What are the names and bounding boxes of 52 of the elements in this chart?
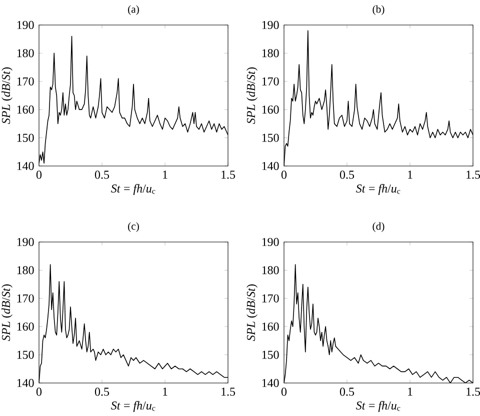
x-tick-label: 1 — [408, 388, 412, 396]
y-axis-title: SPL (dB/St) — [2, 284, 12, 341]
y-tick-label: 150 — [262, 350, 279, 359]
y-tick-label: 160 — [262, 106, 279, 114]
y-tick-label: 160 — [262, 322, 279, 331]
y-tick-label: 160 — [17, 106, 34, 114]
y-tick-label: 180 — [17, 49, 34, 58]
x-tick-label: 0.5 — [340, 388, 354, 396]
chart-title: (d) — [372, 222, 384, 232]
y-tick-label: 190 — [17, 20, 34, 30]
x-tick-label: 0 — [281, 388, 287, 396]
x-axis-title: St = fh/u$_{c}$ — [111, 184, 156, 195]
y-tick-label: 160 — [17, 322, 34, 331]
y-tick-label: 170 — [17, 294, 34, 302]
y-tick-label: 150 — [17, 134, 34, 142]
y-axis-title: SPL (dB/St) — [246, 284, 258, 341]
y-tick-label: 190 — [262, 20, 279, 30]
chart-title: (c) — [128, 222, 139, 232]
y-tick-label: 140 — [17, 378, 34, 388]
y-tick-label: 180 — [262, 266, 279, 274]
x-tick-label: 0.5 — [94, 388, 110, 396]
x-tick-label: 1 — [163, 388, 168, 396]
x-tick-label: 1.5 — [466, 170, 480, 179]
x-tick-label: 0 — [36, 388, 42, 396]
y-tick-label: 170 — [262, 294, 279, 302]
x-tick-label: 0 — [281, 170, 287, 179]
chart-title: (b) — [372, 5, 384, 15]
x-axis-title: St = fh/u$_{c}$ — [356, 184, 400, 195]
y-tick-label: 150 — [17, 350, 34, 359]
y-tick-label: 180 — [17, 266, 34, 274]
x-tick-label: 1.5 — [222, 388, 236, 396]
x-tick-label: 1 — [408, 170, 412, 179]
y-tick-label: 170 — [262, 77, 279, 86]
x-tick-label: 0 — [36, 170, 42, 179]
y-tick-label: 180 — [262, 49, 279, 58]
x-axis-title: St = fh/u$_{c}$ — [356, 400, 400, 412]
y-tick-label: 140 — [262, 162, 279, 170]
x-tick-label: 1.5 — [222, 170, 236, 179]
y-tick-label: 140 — [262, 378, 279, 388]
x-axis-title: St = fh/u$_{c}$ — [111, 400, 156, 412]
y-tick-label: 170 — [17, 77, 34, 86]
y-axis-title: SPL (dB/St) — [2, 67, 12, 124]
y-tick-label: 190 — [262, 238, 279, 246]
x-tick-label: 1 — [163, 170, 168, 179]
y-axis-title: SPL (dB/St) — [246, 67, 258, 124]
chart-title: (a) — [128, 5, 139, 15]
y-tick-label: 190 — [17, 238, 34, 246]
x-tick-label: 1.5 — [466, 388, 480, 396]
x-tick-label: 0.5 — [340, 170, 354, 179]
y-tick-label: 150 — [262, 134, 279, 142]
x-tick-label: 0.5 — [94, 170, 110, 179]
y-tick-label: 140 — [17, 162, 34, 170]
